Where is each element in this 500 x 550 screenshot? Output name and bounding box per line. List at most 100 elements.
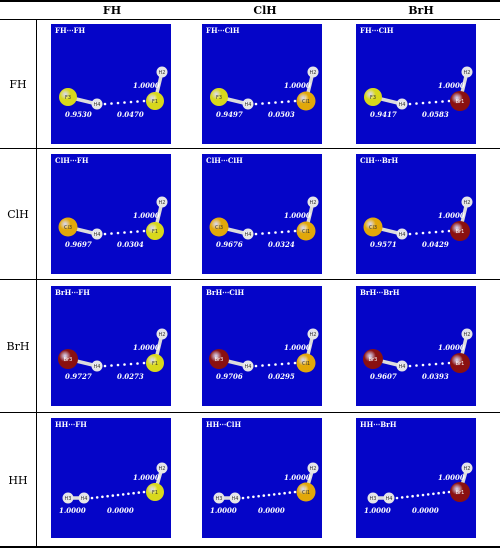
left-atom: F3 xyxy=(210,88,228,106)
top-h-atom-label: H2 xyxy=(159,70,166,76)
left-atom-label: H3 xyxy=(216,496,223,502)
bond-order-left: 0.9497 xyxy=(216,110,243,119)
panel-title: HH⋯BrH xyxy=(360,420,397,429)
molecule-diagram: F3 H4 F1 H2 0.9530 0.0470 1.0000 xyxy=(59,66,168,119)
left-atom-label: Br3 xyxy=(64,357,73,363)
molecule-diagram: Br3 H4 Br1 H2 0.9607 0.0393 1.0000 xyxy=(363,328,473,381)
molecule-panel: ClH⋯ClH Cl3 H4 Cl1 H2 0.9676 0.0324 1.0000 xyxy=(202,154,322,274)
panel-title: HH⋯FH xyxy=(55,420,87,429)
left-atom: Cl3 xyxy=(363,217,383,237)
left-atom-label: Br3 xyxy=(369,357,378,363)
hydrogen-bond-dots xyxy=(103,229,146,236)
right-atom: Cl1 xyxy=(296,221,316,241)
h4-atom: H4 xyxy=(242,360,254,372)
left-atom-label: F3 xyxy=(65,95,71,101)
panel-title: FH⋯ClH xyxy=(206,26,240,35)
left-atom: Br3 xyxy=(363,349,383,369)
bond-order-left: 1.0000 xyxy=(364,506,391,515)
right-atom: Cl1 xyxy=(296,482,316,502)
molecule-diagram: Br3 H4 F1 H2 0.9727 0.0273 1.0000 xyxy=(58,328,168,381)
panel-title: FH⋯ClH xyxy=(360,26,394,35)
bond-order-top: 1.0000 xyxy=(438,473,465,482)
h4-atom: H4 xyxy=(242,98,254,110)
h4-atom: H4 xyxy=(396,228,408,240)
h4-atom-label: H4 xyxy=(386,496,393,502)
left-atom: Cl3 xyxy=(209,217,229,237)
right-atom-label: F1 xyxy=(152,361,158,367)
molecule-diagram: F3 H4 Br1 H2 0.9417 0.0583 1.0000 xyxy=(364,66,473,119)
molecule-panel: FH⋯FH F3 H4 F1 H2 0.9530 0.0470 1.0000 xyxy=(51,24,171,144)
right-atom-label: Cl1 xyxy=(302,361,310,367)
bond-order-mid: 0.0304 xyxy=(117,240,144,249)
top-h-atom-label: H2 xyxy=(159,200,166,206)
hydrogen-bond-dots xyxy=(103,99,146,106)
panel-title: BrH⋯BrH xyxy=(360,288,400,297)
left-atom: H3 xyxy=(367,492,379,504)
top-h-atom: H2 xyxy=(307,462,319,474)
molecule-panel: HH⋯BrH H3 H4 Br1 H2 1.0000 0.0000 1.0000 xyxy=(356,418,476,538)
bond-order-mid: 0.0324 xyxy=(268,240,295,249)
bond-order-left: 1.0000 xyxy=(210,506,237,515)
top-h-atom: H2 xyxy=(461,328,473,340)
top-h-atom-label: H2 xyxy=(310,70,317,76)
right-atom: Cl1 xyxy=(296,353,316,373)
bond-order-mid: 0.0000 xyxy=(412,506,439,515)
right-atom-label: Br1 xyxy=(456,361,465,367)
bond-order-top: 1.0000 xyxy=(133,343,160,352)
h4-atom-label: H4 xyxy=(245,232,252,238)
right-atom: F1 xyxy=(146,222,164,240)
molecule-panel: ClH⋯BrH Cl3 H4 Br1 H2 0.9571 0.0429 1.0000 xyxy=(356,154,476,274)
h4-atom: H4 xyxy=(383,492,395,504)
bond-order-mid: 0.0393 xyxy=(422,372,449,381)
panel-title: ClH⋯FH xyxy=(55,156,89,165)
molecule-diagram: F3 H4 Cl1 H2 0.9497 0.0503 1.0000 xyxy=(210,66,319,119)
right-atom: F1 xyxy=(146,354,164,372)
bond-order-left: 0.9676 xyxy=(216,240,243,249)
bond-order-top: 1.0000 xyxy=(284,81,311,90)
bond-order-top: 1.0000 xyxy=(438,211,465,220)
left-atom: Br3 xyxy=(209,349,229,369)
bond-order-mid: 0.0583 xyxy=(422,110,449,119)
hydrogen-bond-dots xyxy=(103,361,146,368)
hydrogen-bond-dots xyxy=(408,229,451,236)
bond-order-left: 0.9417 xyxy=(370,110,397,119)
h4-atom-label: H4 xyxy=(399,364,406,370)
left-atom-label: Cl3 xyxy=(64,225,72,231)
top-h-atom: H2 xyxy=(461,462,473,474)
right-atom-label: F1 xyxy=(152,99,158,105)
top-h-atom: H2 xyxy=(307,66,319,78)
right-atom: Cl1 xyxy=(296,91,316,111)
molecule-panel: BrH⋯FH Br3 H4 F1 H2 0.9727 0.0273 1.0000 xyxy=(51,286,171,406)
hydrogen-bond-dots xyxy=(254,229,297,236)
top-h-atom: H2 xyxy=(156,328,168,340)
left-atom-label: H3 xyxy=(370,496,377,502)
bond-order-mid: 0.0000 xyxy=(107,506,134,515)
right-atom: F1 xyxy=(146,483,164,501)
right-atom-label: Br1 xyxy=(456,490,465,496)
h4-atom-label: H4 xyxy=(94,232,101,238)
top-h-atom: H2 xyxy=(156,66,168,78)
bond-order-left: 0.9727 xyxy=(65,372,92,381)
bond-order-top: 1.0000 xyxy=(438,81,465,90)
left-atom-label: H3 xyxy=(65,496,72,502)
molecule-panel: FH⋯ClH F3 H4 Cl1 H2 0.9497 0.0503 1.0000 xyxy=(202,24,322,144)
top-h-atom-label: H2 xyxy=(159,332,166,338)
h4-atom: H4 xyxy=(91,360,103,372)
left-atom: Cl3 xyxy=(58,217,78,237)
top-h-atom: H2 xyxy=(307,328,319,340)
right-atom-label: Cl1 xyxy=(302,99,310,105)
top-h-atom-label: H2 xyxy=(310,200,317,206)
top-h-atom: H2 xyxy=(461,66,473,78)
h4-atom-label: H4 xyxy=(399,232,406,238)
right-atom: Br1 xyxy=(450,353,470,373)
panel-title: FH⋯FH xyxy=(55,26,86,35)
right-atom: Br1 xyxy=(450,91,470,111)
left-atom-label: F3 xyxy=(216,95,222,101)
h4-atom: H4 xyxy=(91,228,103,240)
right-atom-label: Br1 xyxy=(456,99,465,105)
molecule-panel: BrH⋯ClH Br3 H4 Cl1 H2 0.9706 0.0295 1.0000 xyxy=(202,286,322,406)
molecule-diagram: Cl3 H4 Br1 H2 0.9571 0.0429 1.0000 xyxy=(363,196,473,249)
